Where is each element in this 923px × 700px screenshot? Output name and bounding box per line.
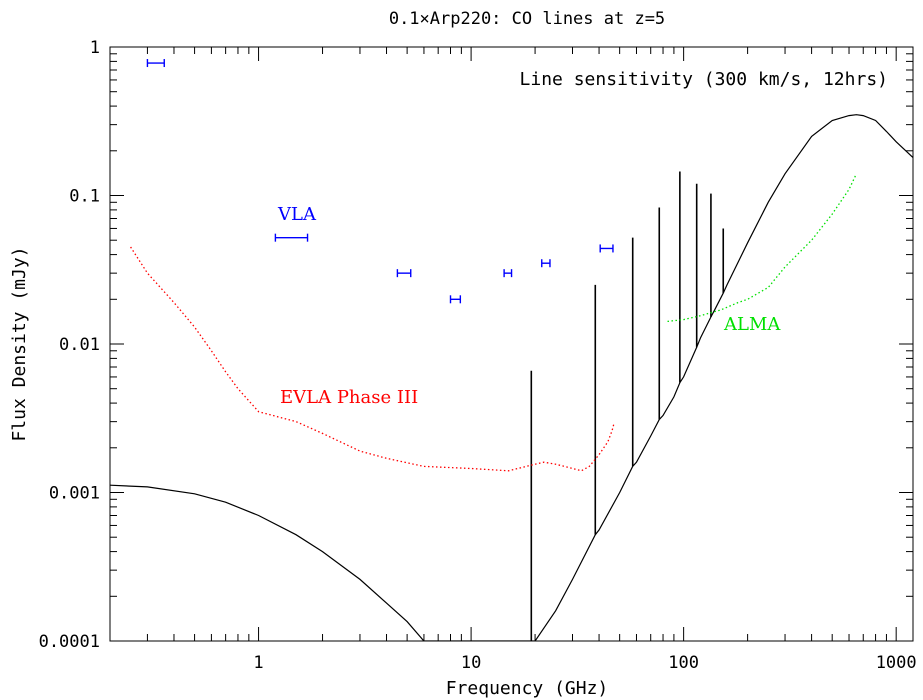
series-alma-curve	[667, 173, 857, 323]
evla-label: EVLA Phase III	[280, 387, 418, 408]
vla-errorbar	[396, 269, 412, 278]
vla-label: VLA	[277, 204, 317, 225]
chart-title: 0.1×Arp220: CO lines at z=5	[389, 9, 665, 29]
x-tick-label: 1000	[876, 653, 917, 673]
series-evla-curve	[130, 246, 615, 472]
x-tick-label: 1	[253, 653, 263, 673]
plot-frame	[109, 46, 914, 642]
alma-label: ALMA	[723, 314, 781, 335]
vla-errorbar	[599, 244, 614, 253]
y-tick-label: 0.01	[59, 335, 100, 355]
y-axis-label: Flux Density (mJy)	[9, 246, 30, 441]
y-tick-label: 0.001	[49, 484, 100, 504]
y-tick-label: 1	[90, 38, 100, 58]
axis-ticks	[109, 46, 913, 642]
y-tick-label: 0.0001	[39, 632, 100, 652]
vla-errorbar	[146, 59, 165, 68]
series-vla-errorbars	[146, 59, 614, 304]
series-model-emission-lines	[530, 171, 725, 641]
vla-errorbar	[274, 233, 309, 242]
sensitivity-annotation: Line sensitivity (300 km/s, 12hrs)	[520, 69, 888, 90]
x-axis-label: Frequency (GHz)	[446, 678, 609, 699]
x-tick-label: 100	[668, 653, 699, 673]
axis-tick-labels: 1 10 100 1000 0.0001 0.001 0.01 0.1 1	[39, 38, 917, 673]
x-tick-label: 10	[461, 653, 481, 673]
vla-errorbar	[541, 259, 551, 268]
series-model-curve	[110, 114, 913, 641]
vla-errorbar	[503, 269, 513, 278]
plot-area	[110, 59, 913, 641]
vla-errorbar	[449, 295, 462, 304]
y-tick-label: 0.1	[69, 187, 100, 207]
